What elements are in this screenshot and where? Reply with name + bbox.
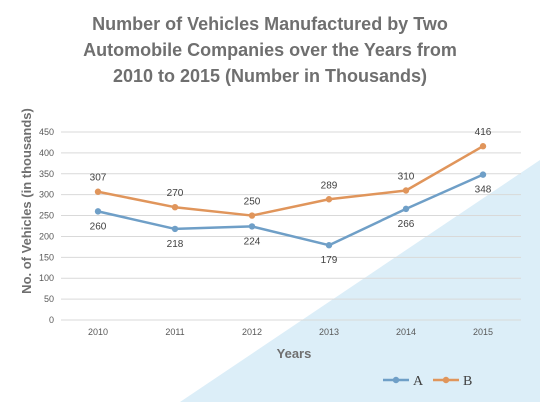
y-tick-label: 100 <box>39 273 54 283</box>
y-axis-ticks: 0 50 100 150 200 250 300 350 400 450 <box>39 127 54 325</box>
data-label: 179 <box>321 255 338 266</box>
chart-title: Number of Vehicles Manufactured by Two A… <box>20 11 520 89</box>
y-tick-label: 450 <box>39 127 54 137</box>
series-line-a <box>97 173 484 247</box>
series-lines <box>94 143 487 249</box>
x-axis-ticks: 2010 2011 2012 2013 2014 2015 <box>88 327 493 337</box>
data-labels: 260 218 224 179 266 348 307 270 250 289 310 416 <box>90 127 492 266</box>
data-label: 266 <box>398 219 415 230</box>
data-label: 289 <box>321 180 338 191</box>
y-tick-label: 250 <box>39 211 54 221</box>
legend-marker <box>392 376 400 384</box>
y-tick-label: 300 <box>39 190 54 200</box>
x-tick-label: 2012 <box>242 327 262 337</box>
y-tick-label: 0 <box>49 315 54 325</box>
data-label: 224 <box>244 236 261 247</box>
background-accent-shape <box>180 160 540 402</box>
legend-label-a: A <box>413 374 424 389</box>
data-label: 348 <box>475 185 492 196</box>
y-tick-label: 400 <box>39 148 54 158</box>
data-point <box>94 208 102 215</box>
data-label: 416 <box>475 127 492 138</box>
data-point <box>171 204 179 211</box>
data-point <box>402 187 410 194</box>
data-point <box>479 143 487 150</box>
data-point <box>94 188 102 195</box>
y-tick-label: 50 <box>44 294 54 304</box>
data-point <box>479 171 487 178</box>
series-line-b <box>97 145 484 217</box>
data-label: 218 <box>167 239 184 250</box>
data-point <box>325 242 333 249</box>
legend-label-b: B <box>463 374 472 389</box>
data-point <box>248 212 256 219</box>
data-point <box>325 196 333 203</box>
data-point <box>248 223 256 230</box>
x-tick-label: 2014 <box>396 327 416 337</box>
data-label: 260 <box>90 221 107 232</box>
chart-title-line-2: Automobile Companies over the Years from <box>83 40 457 60</box>
chart-title-line-1: Number of Vehicles Manufactured by Two <box>92 14 448 34</box>
x-tick-label: 2011 <box>165 327 184 337</box>
chart-title-line-3: 2010 to 2015 (Number in Thousands) <box>112 66 428 86</box>
legend-marker <box>442 376 450 384</box>
data-label: 310 <box>398 171 415 182</box>
data-label: 270 <box>167 188 184 199</box>
y-tick-label: 200 <box>39 231 54 241</box>
x-axis-title: Years <box>277 346 312 361</box>
data-label: 307 <box>90 173 107 184</box>
x-tick-label: 2010 <box>88 327 108 337</box>
x-tick-label: 2013 <box>319 327 339 337</box>
data-label: 250 <box>244 197 261 208</box>
y-tick-label: 150 <box>39 252 54 262</box>
y-tick-label: 350 <box>39 169 54 179</box>
gridlines <box>61 131 521 321</box>
data-point <box>402 205 410 213</box>
x-tick-label: 2015 <box>473 327 493 337</box>
y-axis-title: No. of Vehicles (in thousands) <box>19 108 34 294</box>
data-point <box>171 225 179 233</box>
